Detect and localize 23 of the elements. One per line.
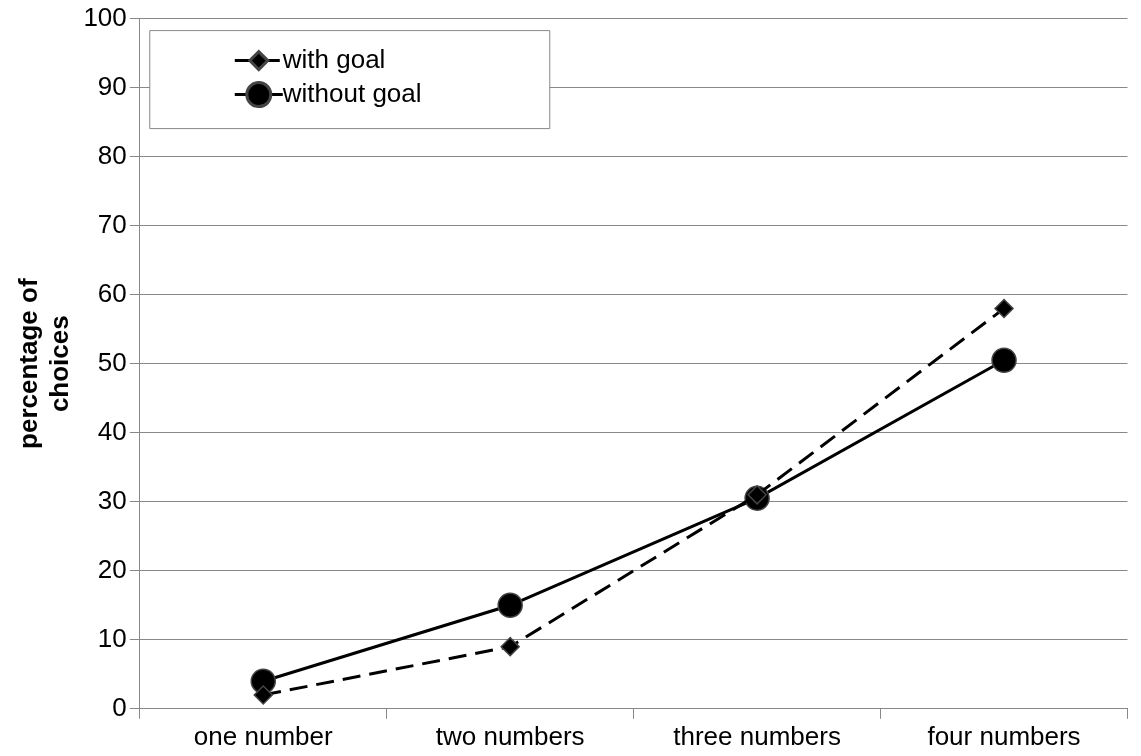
point [994, 298, 1014, 319]
point [500, 636, 520, 657]
y-tick-label: 10 [97, 622, 127, 653]
x-tick-label: one number [193, 720, 333, 751]
x-tick-label: three numbers [673, 720, 841, 751]
y-tick-label: 90 [97, 70, 127, 101]
y-tick-label: 80 [97, 139, 127, 170]
y-tick-label: 0 [112, 691, 127, 722]
point [253, 685, 273, 705]
legend-label: with goal [281, 43, 386, 74]
point [497, 592, 523, 619]
y-tick-label: 100 [83, 1, 127, 32]
legend-label: without goal [281, 77, 422, 108]
y-tick-label: 60 [97, 277, 127, 308]
y-axis-title: percentage of choices [12, 278, 74, 449]
y-tick-label: 70 [97, 208, 127, 239]
y-tick-label: 40 [97, 415, 127, 446]
point [991, 347, 1017, 373]
y-tick-label: 30 [97, 484, 127, 515]
y-tick-label: 20 [97, 553, 127, 584]
x-tick-label: four numbers [927, 720, 1081, 751]
y-tick-label: 50 [97, 346, 127, 377]
x-tick-label: two numbers [435, 720, 585, 751]
